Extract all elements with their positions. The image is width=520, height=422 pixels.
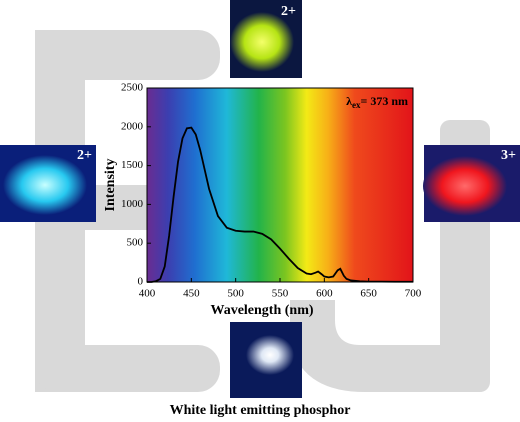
x-tick-label: 500 xyxy=(227,288,244,300)
x-tick-label: 450 xyxy=(183,288,200,300)
photo-label: 3+ xyxy=(501,148,516,163)
x-axis-label: Wavelength (nm) xyxy=(210,303,313,318)
annotation-symbol: λ xyxy=(346,94,352,108)
y-axis-label: Intensity xyxy=(103,159,118,212)
photo-left: 2+ xyxy=(0,145,96,222)
caption: White light emitting phosphor xyxy=(170,403,351,418)
annotation: λex= 373 nm xyxy=(346,94,408,110)
photo-top: 2+ xyxy=(230,0,302,78)
photo-right: 3+ xyxy=(423,145,520,222)
x-tick-label: 550 xyxy=(272,288,289,300)
y-tick-label: 500 xyxy=(127,237,144,249)
x-tick-label: 400 xyxy=(139,288,156,300)
photo-label: 2+ xyxy=(281,4,296,19)
plot-area xyxy=(146,87,414,283)
photo-bottom xyxy=(230,322,302,398)
x-tick-label: 600 xyxy=(316,288,333,300)
y-tick-label: 0 xyxy=(138,276,144,288)
y-tick-label: 2500 xyxy=(121,82,144,94)
annotation-subscript: ex xyxy=(352,100,361,110)
x-tick-label: 650 xyxy=(360,288,377,300)
photo-label: 2+ xyxy=(77,148,92,163)
spectrum-line xyxy=(147,126,413,283)
x-tick-label: 700 xyxy=(405,288,422,300)
annotation-text: = 373 nm xyxy=(360,94,408,108)
y-tick-label: 1000 xyxy=(121,198,144,210)
y-tick-label: 1500 xyxy=(121,159,144,171)
y-tick-label: 2000 xyxy=(121,120,144,132)
